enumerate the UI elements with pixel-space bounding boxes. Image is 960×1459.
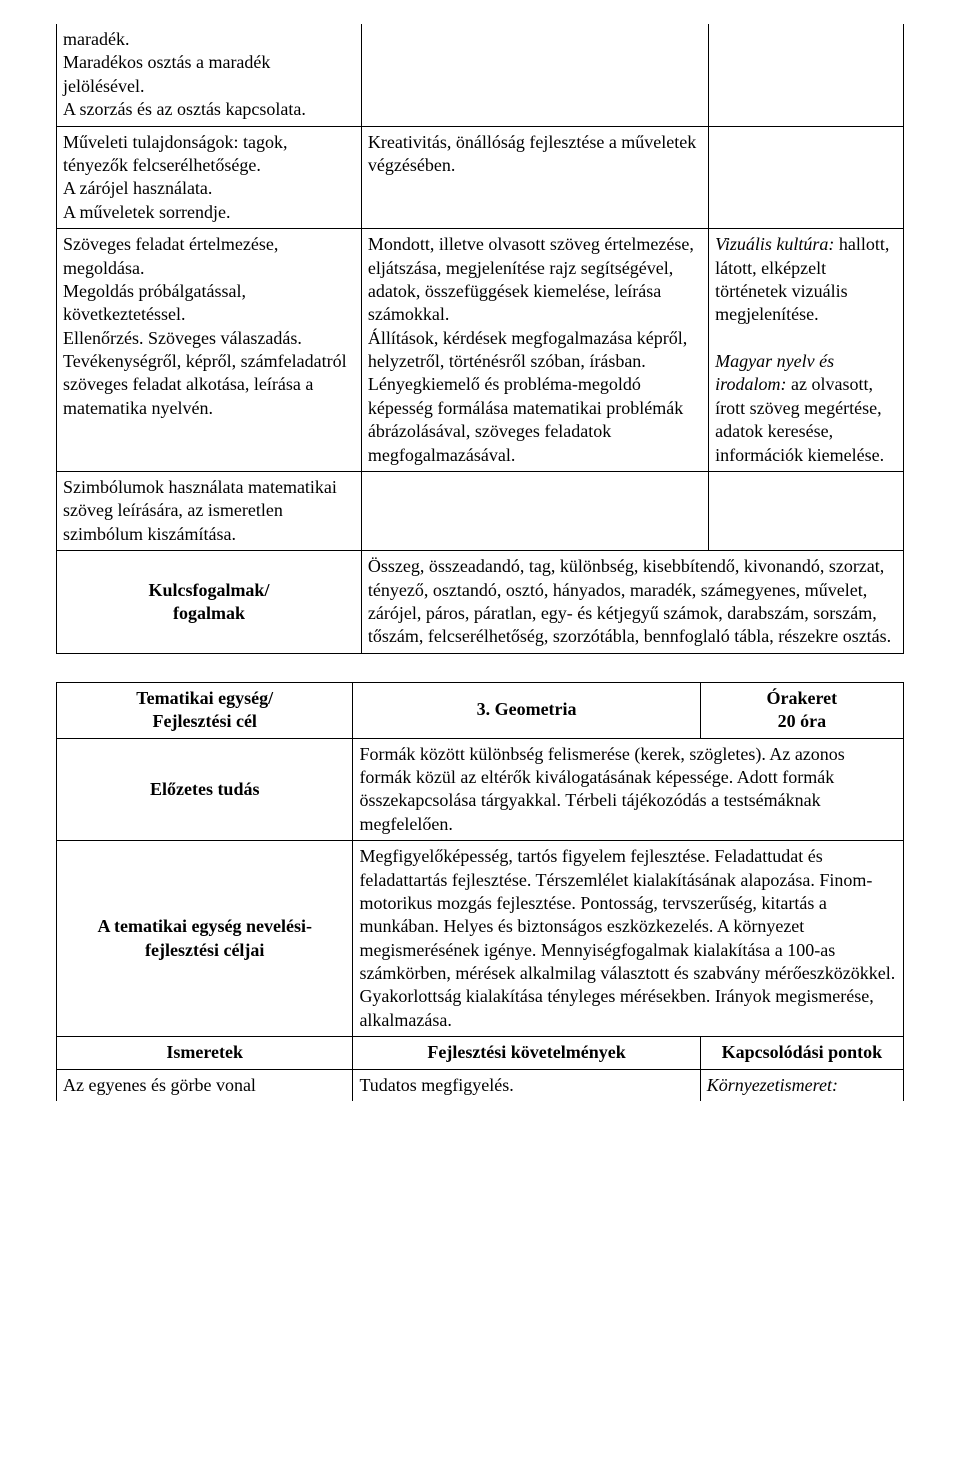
t2-hdr-center: 3. Geometria	[353, 682, 700, 738]
text: Környezetismeret:	[707, 1075, 838, 1095]
text: maradék. Maradékos osztás a maradék jelö…	[63, 29, 306, 119]
text: Előzetes tudás	[150, 779, 260, 799]
t1-r2c1: Műveleti tulajdonságok: tagok, tényezők …	[57, 126, 362, 229]
text: Órakeret 20 óra	[767, 688, 838, 731]
t2-col-fejlesztesi: Fejlesztési követelmények	[353, 1037, 700, 1069]
t2-col-ismeretek: Ismeretek	[57, 1037, 353, 1069]
t1-r2c3	[709, 126, 904, 229]
t1-r3c2: Mondott, illetve olvasott szöveg értelme…	[361, 229, 708, 472]
text: Mondott, illetve olvasott szöveg értelme…	[368, 234, 694, 465]
text: Kulcsfogalmak/ fogalmak	[148, 580, 269, 623]
t1-r3c3: Vizuális kultúra: hallott, látott, elkép…	[709, 229, 904, 472]
t1-r1c3	[709, 24, 904, 126]
text: 3. Geometria	[477, 699, 577, 719]
t2-prior-knowledge-label: Előzetes tudás	[57, 738, 353, 841]
t2-goals-value: Megfigyelőképesség, tartós figyelem fejl…	[353, 841, 904, 1037]
t2-r5c: Környezetismeret:	[700, 1069, 903, 1101]
t1-r1c1: maradék. Maradékos osztás a maradék jelö…	[57, 24, 362, 126]
text: Fejlesztési követelmények	[427, 1042, 625, 1062]
t1-r4c1: Szimbólumok használata matematikai szöve…	[57, 472, 362, 551]
t1-r4c3	[709, 472, 904, 551]
t2-prior-knowledge-value: Formák között különbség felismerése (ker…	[353, 738, 904, 841]
t2-hdr-right: Órakeret 20 óra	[700, 682, 903, 738]
text: Kreativitás, önállóság fejlesztése a műv…	[368, 132, 696, 175]
t1-r4c2	[361, 472, 708, 551]
t1-r3c1: Szöveges feladat értelmezése, megoldása.…	[57, 229, 362, 472]
t1-keyconcepts-value: Összeg, összeadandó, tag, különbség, kis…	[361, 551, 903, 654]
text: Tudatos megfigyelés.	[359, 1075, 513, 1095]
text: Tematikai egység/ Fejlesztési cél	[136, 688, 273, 731]
text: Ismeretek	[166, 1042, 243, 1062]
t2-col-kapcsolodasi: Kapcsolódási pontok	[700, 1037, 903, 1069]
t2-r5a: Az egyenes és görbe vonal	[57, 1069, 353, 1101]
text: Formák között különbség felismerése (ker…	[359, 744, 844, 834]
curriculum-table-2: Tematikai egység/ Fejlesztési cél 3. Geo…	[56, 682, 904, 1101]
curriculum-table-1: maradék. Maradékos osztás a maradék jelö…	[56, 24, 904, 654]
subject-1: Vizuális kultúra:	[715, 234, 834, 254]
text: Összeg, összeadandó, tag, különbség, kis…	[368, 556, 891, 646]
text: Szimbólumok használata matematikai szöve…	[63, 477, 337, 544]
text: Kapcsolódási pontok	[722, 1042, 883, 1062]
t1-keyconcepts-label: Kulcsfogalmak/ fogalmak	[57, 551, 362, 654]
t2-hdr-left: Tematikai egység/ Fejlesztési cél	[57, 682, 353, 738]
t1-r1c2	[361, 24, 708, 126]
t2-r5b: Tudatos megfigyelés.	[353, 1069, 700, 1101]
text: Az egyenes és görbe vonal	[63, 1075, 256, 1095]
text: A tematikai egység nevelési-fejlesztési …	[97, 916, 311, 959]
text: Megfigyelőképesség, tartós figyelem fejl…	[359, 846, 895, 1030]
text: Műveleti tulajdonságok: tagok, tényezők …	[63, 132, 287, 222]
t2-goals-label: A tematikai egység nevelési-fejlesztési …	[57, 841, 353, 1037]
text: Szöveges feladat értelmezése, megoldása.…	[63, 234, 347, 418]
t1-r2c2: Kreativitás, önállóság fejlesztése a műv…	[361, 126, 708, 229]
